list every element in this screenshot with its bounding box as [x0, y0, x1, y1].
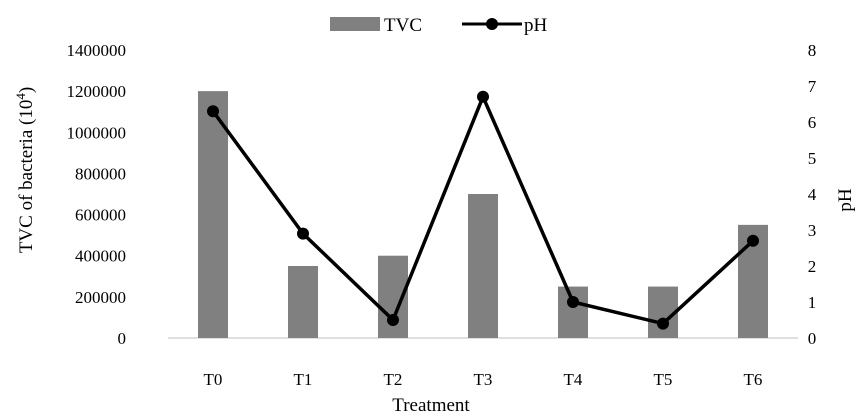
y2-tick-label: 7: [808, 77, 817, 96]
legend-swatch-tvc: [330, 17, 380, 31]
x-tick-label: T6: [744, 370, 763, 389]
bar-tvc-t1: [288, 266, 318, 338]
bars: [198, 91, 768, 339]
y2-axis-title: pH: [835, 188, 856, 212]
legend: TVC pH: [330, 15, 548, 36]
ph-point-t3: [477, 90, 489, 103]
y2-tick-label: 6: [808, 113, 817, 132]
legend-label-tvc: TVC: [384, 15, 422, 36]
x-tick-label: T5: [654, 370, 673, 389]
x-tick-label: T4: [564, 370, 583, 389]
y2-tick-label: 1: [808, 293, 817, 312]
y2-tick-label: 2: [808, 257, 817, 276]
ph-point-t4: [567, 296, 579, 308]
y-axis-title-close: ): [16, 87, 37, 93]
y-tick-label: 1200000: [67, 82, 127, 101]
y2-tick-label: 5: [808, 149, 817, 168]
bar-tvc-t0: [198, 91, 228, 339]
y-tick-label: 600000: [75, 206, 126, 225]
y2-tick-label: 0: [808, 329, 817, 348]
y-tick-label: 1000000: [67, 123, 127, 142]
ph-point-t5: [657, 317, 669, 330]
x-tick-label: T3: [474, 370, 493, 389]
ph-point-t2: [387, 314, 399, 326]
y-tick-label: 800000: [75, 164, 126, 183]
ph-point-t6: [747, 234, 759, 247]
y-axis-title: TVC of bacteria (104): [13, 87, 38, 253]
y-tick-label: 1400000: [67, 41, 127, 60]
y-axis-title-main: TVC of bacteria (10: [16, 100, 37, 254]
y2-tick-label: 3: [808, 221, 817, 240]
x-tick-label: T2: [384, 370, 403, 389]
ph-point-t1: [297, 227, 309, 240]
bar-tvc-t3: [468, 194, 498, 338]
x-axis-title: Treatment: [392, 395, 470, 413]
bar-tvc-t4: [558, 286, 588, 338]
y-tick-label: 0: [118, 329, 127, 348]
y-tick-label: 200000: [75, 288, 126, 307]
y2-tick-label: 8: [808, 41, 817, 60]
y-axis-title-superscript: 4: [13, 93, 28, 100]
x-tick-label: T1: [294, 370, 313, 389]
x-tick-label: T0: [204, 370, 223, 389]
legend-swatch-ph-marker: [486, 18, 498, 30]
ph-point-t0: [207, 105, 219, 118]
y-tick-label: 400000: [75, 247, 126, 266]
ph-line-series: [207, 90, 759, 330]
legend-label-ph: pH: [524, 15, 548, 36]
tick-labels: 0 200000 400000 600000 800000 1000000 1200000 1…: [67, 41, 817, 389]
y2-tick-label: 4: [808, 185, 817, 204]
